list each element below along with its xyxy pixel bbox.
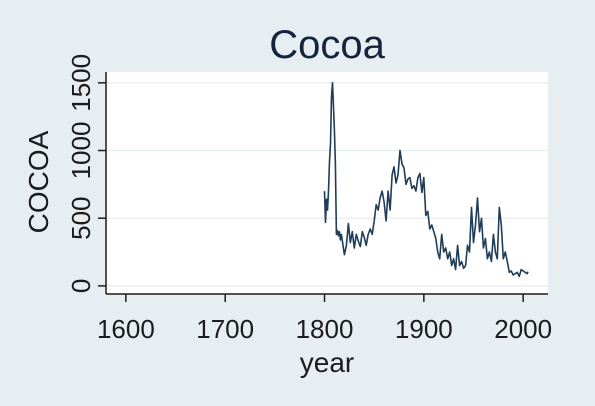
- x-axis-label: year: [300, 347, 354, 378]
- x-tick-label-1700: 1700: [196, 314, 254, 344]
- grid-lines: [106, 82, 548, 287]
- series-line-0: [323, 82, 529, 278]
- x-tick-label-1800: 1800: [296, 314, 354, 344]
- y-axis-label: COCOA: [23, 130, 54, 233]
- axes: 1600 1700 1800 1900 2000 0 500 1000 1500: [66, 54, 552, 344]
- y-tick-label-1000: 1000: [66, 122, 96, 180]
- x-tick-label-1600: 1600: [97, 314, 155, 344]
- y-tick-label-1500: 1500: [66, 54, 96, 112]
- series-layer: [323, 82, 529, 278]
- plot-area: [106, 72, 548, 294]
- x-tick-label-1900: 1900: [395, 314, 453, 344]
- x-tick-label-2000: 2000: [494, 314, 552, 344]
- y-tick-label-0: 0: [66, 279, 96, 293]
- y-tick-label-500: 500: [66, 196, 96, 239]
- chart-title: Cocoa: [269, 23, 385, 67]
